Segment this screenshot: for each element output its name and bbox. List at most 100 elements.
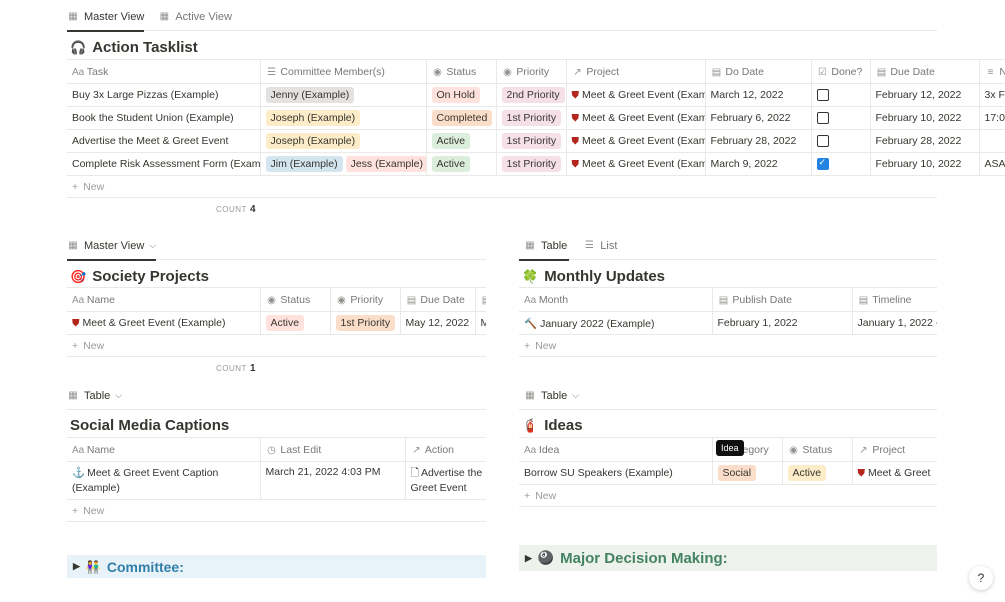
col-header-members[interactable]: ☰ Committee Member(s) (260, 59, 427, 84)
due-date-cell[interactable]: February 28, 2022 (870, 129, 980, 153)
col-header-priority[interactable]: ◉ Priority (496, 59, 567, 84)
table-row[interactable]: Advertise the Meet & Greet Event Joseph … (67, 129, 1005, 153)
col-header-project[interactable]: ↗ Project (852, 437, 937, 462)
table-row[interactable]: ⚓ Meet & Greet Event Caption (Example) Ma… (67, 461, 486, 500)
priority-cell[interactable]: 1st Priority (330, 311, 401, 335)
captions-title[interactable]: Social Media Captions (70, 417, 230, 434)
month-cell[interactable]: 🔨 January 2022 (Example) (519, 311, 713, 335)
done-cell[interactable] (811, 152, 871, 176)
notes-cell[interactable]: 17:0 (979, 106, 1005, 130)
due-date-cell[interactable]: February 12, 2022 (870, 83, 980, 107)
action-cell[interactable]: 🗋 Advertise the Greet Event (405, 461, 486, 500)
status-cell[interactable]: Active (426, 129, 497, 153)
name-cell[interactable]: ⚓ Meet & Greet Event Caption (Example) (67, 461, 261, 500)
captions-view-selector[interactable]: ▦ Table ⌵ (68, 389, 123, 402)
category-cell[interactable]: Social (712, 461, 783, 485)
members-cell[interactable]: Joseph (Example) (260, 129, 427, 153)
project-cell[interactable]: ⛊ Meet & Greet (852, 461, 937, 485)
col-header-status[interactable]: ◉ Status (426, 59, 497, 84)
due-date-cell[interactable]: February 10, 2022 (870, 152, 980, 176)
status-cell[interactable]: Active (782, 461, 853, 485)
table-row[interactable]: Book the Student Union (Example) Joseph … (67, 106, 1005, 130)
done-checkbox[interactable] (816, 112, 829, 125)
col-header-project[interactable]: ↗ Project (566, 59, 706, 84)
committee-toggle[interactable]: ▶ 👫 Committee: (67, 555, 486, 578)
status-cell[interactable]: On Hold (426, 83, 497, 107)
col-header-name[interactable]: Aa Name (67, 287, 261, 312)
col-header-publish-date[interactable]: ▤ Publish Date (712, 287, 853, 312)
idea-cell[interactable]: Borrow SU Speakers (Example) (519, 461, 713, 485)
col-header-due-date[interactable]: ▤ Due Date (870, 59, 980, 84)
extra-cell[interactable]: Ma (475, 311, 486, 335)
tab-list[interactable]: ☰ List (584, 239, 618, 252)
monthly-title[interactable]: 🍀 Monthly Updates (522, 268, 666, 285)
table-row[interactable]: ⛊ Meet & Greet Event (Example) Active 1st… (67, 311, 486, 335)
publish-date-cell[interactable]: February 1, 2022 (712, 311, 853, 335)
done-checkbox[interactable] (816, 89, 829, 102)
do-date-cell[interactable]: March 9, 2022 (705, 152, 812, 176)
col-header-name[interactable]: Aa Name (67, 437, 261, 462)
new-project-button[interactable]: + New (67, 335, 486, 357)
col-header-timeline[interactable]: ▤ Timeline (852, 287, 937, 312)
new-idea-button[interactable]: + New (519, 485, 937, 507)
done-checkbox[interactable] (816, 135, 829, 148)
notes-cell[interactable] (979, 129, 1005, 153)
do-date-cell[interactable]: February 6, 2022 (705, 106, 812, 130)
status-cell[interactable]: Active (260, 311, 331, 335)
table-row[interactable]: Complete Risk Assessment Form (Examp Jim… (67, 152, 1005, 176)
new-task-button[interactable]: + New (67, 176, 937, 198)
tab-master-view[interactable]: ▦ Master View (67, 3, 145, 32)
do-date-cell[interactable]: March 12, 2022 (705, 83, 812, 107)
do-date-cell[interactable]: February 28, 2022 (705, 129, 812, 153)
table-row[interactable]: Buy 3x Large Pizzas (Example) Jenny (Exa… (67, 83, 1005, 107)
ideas-view-selector[interactable]: ▦ Table ⌵ (525, 389, 580, 402)
col-header-category[interactable]: egory (712, 437, 783, 462)
col-header-action[interactable]: ↗ Action (405, 437, 486, 462)
col-header-do-date[interactable]: ▤ Do Date (705, 59, 812, 84)
tab-active-view[interactable]: ▦ Active View (159, 10, 232, 23)
priority-cell[interactable]: 1st Priority (496, 106, 567, 130)
new-caption-button[interactable]: + New (67, 500, 486, 522)
due-date-cell[interactable]: February 10, 2022 (870, 106, 980, 130)
new-month-button[interactable]: + New (519, 335, 937, 357)
notes-cell[interactable]: 3x F (979, 83, 1005, 107)
col-header-done[interactable]: ☑ Done? (811, 59, 871, 84)
status-cell[interactable]: Completed (426, 106, 497, 130)
due-date-cell[interactable]: May 12, 2022 (400, 311, 476, 335)
done-cell[interactable] (811, 106, 871, 130)
project-cell[interactable]: ⛊ Meet & Greet Event (Exam (566, 129, 706, 153)
projects-title[interactable]: 🎯 Society Projects (70, 268, 209, 285)
col-header-status[interactable]: ◉ Status (260, 287, 331, 312)
decision-toggle[interactable]: ▶ 🎱 Major Decision Making: (519, 545, 937, 571)
members-cell[interactable]: Jim (Example) Jess (Example) (260, 152, 427, 176)
task-cell[interactable]: Complete Risk Assessment Form (Examp (67, 152, 261, 176)
name-cell[interactable]: ⛊ Meet & Greet Event (Example) (67, 311, 261, 335)
col-header-notes[interactable]: ≡ N (979, 59, 1005, 84)
members-cell[interactable]: Joseph (Example) (260, 106, 427, 130)
priority-cell[interactable]: 2nd Priority (496, 83, 567, 107)
done-cell[interactable] (811, 83, 871, 107)
col-header-status[interactable]: ◉ Status (782, 437, 853, 462)
tab-table[interactable]: ▦ Table (519, 232, 570, 261)
col-header-due-date[interactable]: ▤ Due Date (400, 287, 476, 312)
col-header-extra[interactable]: ▤ (475, 287, 486, 312)
project-cell[interactable]: ⛊ Meet & Greet Event (Exam (566, 106, 706, 130)
last-edit-cell[interactable]: March 21, 2022 4:03 PM (260, 461, 406, 500)
tasklist-title[interactable]: 🎧 Action Tasklist (70, 39, 198, 56)
col-header-last-edit[interactable]: ◷ Last Edit (260, 437, 406, 462)
task-cell[interactable]: Book the Student Union (Example) (67, 106, 261, 130)
priority-cell[interactable]: 1st Priority (496, 152, 567, 176)
help-button[interactable]: ? (969, 566, 993, 590)
col-header-month[interactable]: Aa Month (519, 287, 713, 312)
members-cell[interactable]: Jenny (Example) (260, 83, 427, 107)
col-header-priority[interactable]: ◉ Priority (330, 287, 401, 312)
done-checkbox[interactable] (816, 157, 829, 171)
task-cell[interactable]: Advertise the Meet & Greet Event (67, 129, 261, 153)
timeline-cell[interactable]: January 1, 2022 - (852, 311, 937, 335)
col-header-task[interactable]: Aa Task (67, 59, 261, 84)
project-cell[interactable]: ⛊ Meet & Greet Event (Exam (566, 152, 706, 176)
ideas-title[interactable]: 🧯 Ideas (522, 417, 583, 434)
project-cell[interactable]: ⛊ Meet & Greet Event (Exam (566, 83, 706, 107)
notes-cell[interactable]: ASA (979, 152, 1005, 176)
table-row[interactable]: Borrow SU Speakers (Example) Social Acti… (519, 461, 937, 485)
